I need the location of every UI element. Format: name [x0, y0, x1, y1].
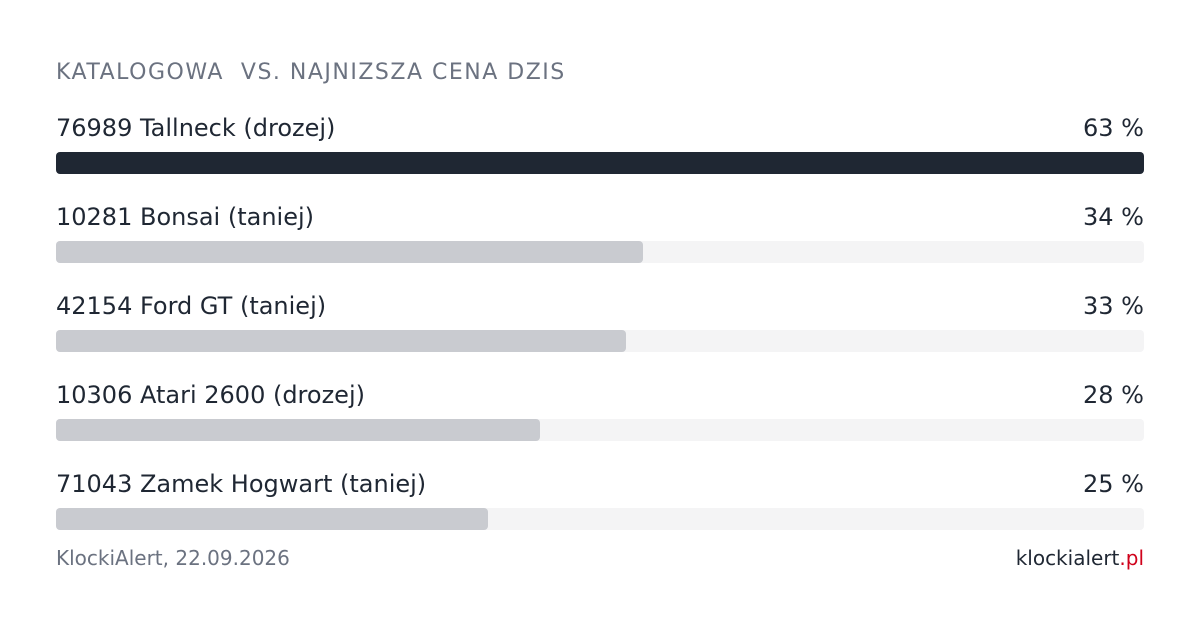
bar [56, 330, 626, 352]
bar-row: 71043 Zamek Hogwart (taniej) 25 % [56, 470, 1144, 550]
bar-track [56, 419, 1144, 441]
category-label: 71043 Zamek Hogwart (taniej) [56, 470, 427, 498]
bar-track [56, 508, 1144, 530]
brand-name: klockialert [1015, 546, 1120, 570]
bar [56, 508, 488, 530]
category-label: 10281 Bonsai (taniej) [56, 203, 314, 231]
value-label: 33 % [1083, 292, 1144, 320]
chart-title: KATALOGOWA VS. NAJNIZSZA CENA DZIS [56, 60, 566, 85]
source: KlockiAlert, 22.09.2026 [56, 546, 290, 570]
bar [56, 241, 644, 263]
category-label: 42154 Ford GT (taniej) [56, 292, 327, 320]
bar-row: 10306 Atari 2600 (drozej) 28 % [56, 381, 1144, 461]
brand: klockialert.pl [1016, 546, 1144, 570]
bar-track [56, 330, 1144, 352]
bar-row: 10281 Bonsai (taniej) 34 % [56, 203, 1144, 283]
bar-track [56, 152, 1144, 174]
category-label: 10306 Atari 2600 (drozej) [56, 381, 365, 409]
value-label: 34 % [1083, 203, 1144, 231]
bar-track [56, 241, 1144, 263]
bar-row: 76989 Tallneck (drozej) 63 % [56, 114, 1144, 194]
value-label: 25 % [1083, 470, 1144, 498]
value-label: 28 % [1083, 381, 1144, 409]
bar [56, 419, 540, 441]
category-label: 76989 Tallneck (drozej) [56, 114, 336, 142]
brand-tld: .pl [1119, 546, 1144, 570]
bar-row: 42154 Ford GT (taniej) 33 % [56, 292, 1144, 372]
bar [56, 152, 1144, 174]
value-label: 63 % [1083, 114, 1144, 142]
